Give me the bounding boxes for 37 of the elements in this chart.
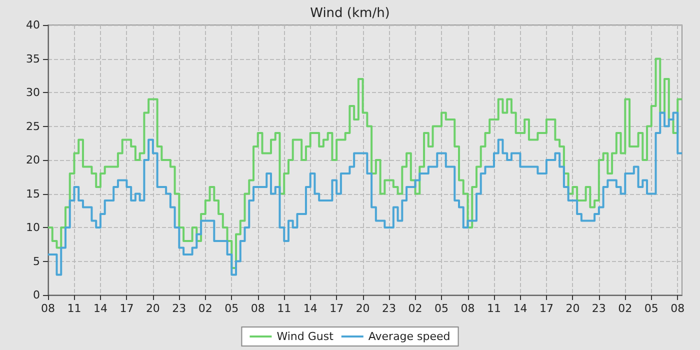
y-tick-label: 30 bbox=[26, 86, 40, 99]
legend-label: Wind Gust bbox=[276, 330, 334, 343]
chart-title: Wind (km/h) bbox=[310, 6, 390, 21]
x-tick-label: 02 bbox=[408, 302, 422, 315]
x-tick-label: 23 bbox=[382, 302, 396, 315]
x-tick-label: 08 bbox=[670, 302, 685, 315]
y-tick-label: 10 bbox=[26, 221, 40, 234]
y-tick-label: 20 bbox=[26, 154, 40, 166]
x-tick-label: 11 bbox=[67, 302, 82, 315]
x-tick-label: 14 bbox=[93, 302, 108, 315]
y-tick-label: 40 bbox=[26, 18, 40, 32]
x-tick-label: 08 bbox=[41, 302, 55, 315]
x-tick-label: 17 bbox=[539, 302, 554, 315]
x-tick-label: 05 bbox=[224, 302, 239, 315]
x-tick-label: 08 bbox=[460, 302, 475, 315]
x-tick-label: 20 bbox=[146, 302, 160, 315]
x-tick-label: 23 bbox=[592, 302, 606, 315]
x-tick-label: 02 bbox=[198, 302, 212, 315]
x-tick-label: 17 bbox=[330, 302, 344, 315]
x-tick-label: 08 bbox=[250, 302, 265, 315]
x-tick-label: 20 bbox=[566, 302, 580, 315]
x-tick-label: 14 bbox=[303, 302, 318, 315]
x-tick-label: 20 bbox=[356, 302, 370, 315]
y-tick-label: 0 bbox=[33, 288, 40, 302]
legend-label: Average speed bbox=[368, 330, 450, 343]
y-tick-label: 5 bbox=[33, 254, 40, 268]
x-tick-label: 23 bbox=[172, 302, 186, 315]
y-tick-label: 15 bbox=[26, 187, 40, 200]
y-tick-label: 35 bbox=[26, 52, 40, 66]
x-tick-label: 14 bbox=[513, 302, 528, 315]
x-tick-label: 02 bbox=[618, 302, 632, 315]
x-tick-label: 11 bbox=[277, 302, 292, 315]
x-tick-label: 11 bbox=[486, 302, 501, 315]
x-tick-label: 17 bbox=[120, 302, 134, 315]
y-tick-label: 25 bbox=[26, 120, 40, 133]
x-tick-label: 05 bbox=[644, 302, 658, 315]
x-tick-label: 05 bbox=[434, 302, 449, 315]
